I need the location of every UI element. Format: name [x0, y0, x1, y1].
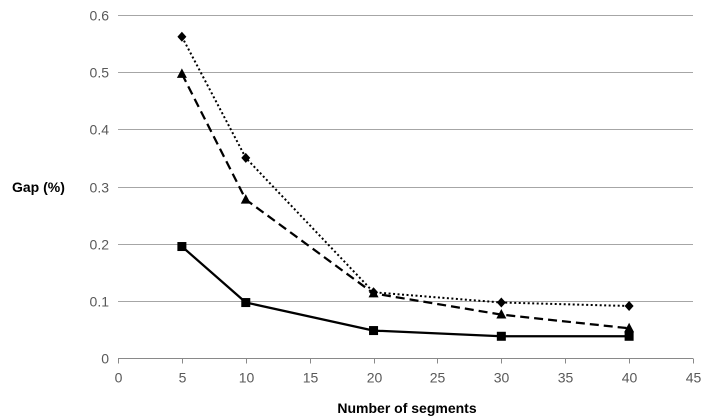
data-point-triangle — [496, 309, 507, 319]
data-point-diamond — [241, 152, 251, 163]
data-point-diamond — [496, 297, 506, 308]
x-axis-title: Number of segments — [337, 400, 476, 416]
y-tick-label: 0.5 — [90, 65, 110, 81]
x-tick-label: 5 — [179, 370, 187, 386]
x-tick-label: 35 — [558, 370, 574, 386]
data-point-diamond — [624, 300, 634, 311]
data-point-square — [496, 331, 506, 341]
x-tick-label: 45 — [686, 370, 702, 386]
x-tick-label: 15 — [303, 370, 319, 386]
y-tick-label: 0.1 — [90, 294, 110, 310]
data-point-square — [369, 326, 379, 336]
y-tick-label: 0.4 — [90, 122, 110, 138]
series-square-line — [181, 245, 630, 338]
series-lines — [180, 36, 630, 338]
y-tick-label: 0.2 — [90, 237, 110, 253]
data-point-diamond — [177, 31, 187, 42]
y-tick-label: 0.3 — [90, 180, 110, 196]
x-tick-label: 40 — [622, 370, 638, 386]
series-markers — [176, 31, 635, 341]
data-point-triangle — [176, 68, 187, 78]
x-tick-label: 0 — [115, 370, 123, 386]
x-tick-label: 25 — [430, 370, 446, 386]
data-point-triangle — [240, 194, 251, 204]
y-tick-label: 0 — [101, 351, 109, 367]
data-point-triangle — [624, 322, 635, 333]
data-point-square — [624, 331, 634, 341]
series-diamond-line — [181, 36, 630, 307]
gridlines — [118, 15, 693, 302]
data-point-triangle — [368, 287, 379, 298]
x-tick-label: 20 — [367, 370, 383, 386]
y-axis-title: Gap (%) — [12, 179, 65, 195]
x-tick-label: 30 — [494, 370, 510, 386]
data-point-square — [241, 298, 251, 308]
data-point-square — [177, 242, 187, 252]
axes: 0 0.1 0.2 0.3 0.4 0.5 0.6 0 5 10 15 20 25 30 35 40 45 — [90, 8, 702, 386]
y-tick-label: 0.6 — [90, 8, 110, 24]
x-tick-label: 10 — [239, 370, 255, 386]
